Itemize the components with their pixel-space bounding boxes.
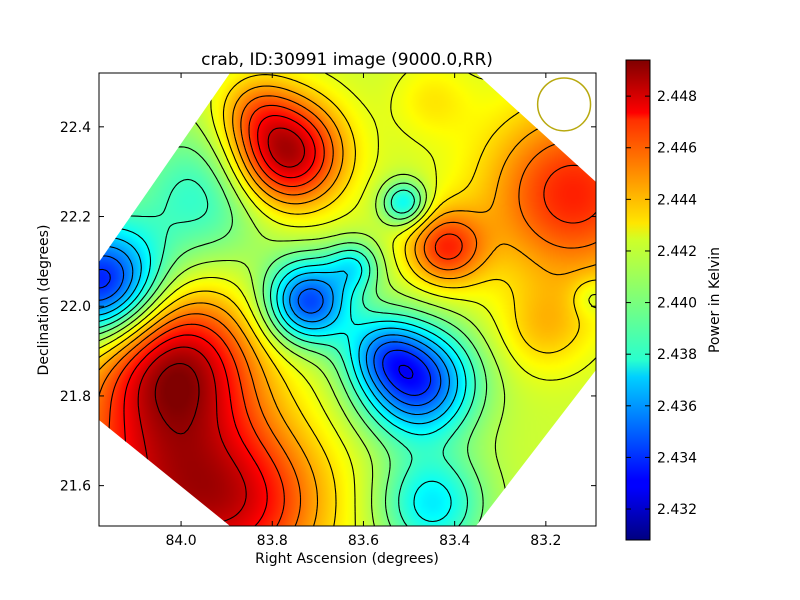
y-tick-label: 21.6 xyxy=(60,479,91,495)
contour-level-1 xyxy=(398,364,414,380)
colorbar-gradient xyxy=(625,59,651,541)
y-tick-label: 22.2 xyxy=(60,210,91,226)
colorbar-tick-label: 2.446 xyxy=(657,141,697,157)
contour-level-12 xyxy=(99,85,596,526)
colorbar-tick-label: 2.444 xyxy=(657,192,697,208)
y-tick-label: 22.0 xyxy=(60,299,91,315)
colorbar-ticks: 2.432 2.434 2.436 2.438 2.440 2.442 2.444 2.446… xyxy=(626,89,697,518)
plot-frame xyxy=(98,72,597,527)
contour-level-17 xyxy=(154,362,200,435)
colorbar-label: Power in Kelvin xyxy=(707,247,723,353)
y-tick-label: 21.8 xyxy=(60,389,91,405)
colorbar-tick-label: 2.438 xyxy=(657,347,697,363)
plot-area xyxy=(98,72,597,527)
colorbar: 2.432 2.434 2.436 2.438 2.440 2.442 2.444 2.446… xyxy=(625,59,723,541)
x-tick-label: 83.2 xyxy=(530,533,561,549)
y-axis-label: Declination (degrees) xyxy=(36,225,52,376)
x-axis-label: Right Ascension (degrees) xyxy=(255,551,439,567)
contour-level-2 xyxy=(99,268,432,396)
colorbar-tick-label: 2.440 xyxy=(657,296,697,312)
x-tick-label: 83.4 xyxy=(439,533,470,549)
y-tick-label: 22.4 xyxy=(60,120,91,136)
contour-level-16 xyxy=(137,127,306,524)
x-axis: 84.0 83.8 83.6 83.4 83.2 xyxy=(165,73,561,549)
x-tick-label: 83.6 xyxy=(348,533,379,549)
chart-title: crab, ID:30991 image (9000.0,RR) xyxy=(201,50,493,70)
x-tick-label: 84.0 xyxy=(165,533,196,549)
contour-level-13 xyxy=(99,95,596,526)
colorbar-tick-label: 2.434 xyxy=(657,450,697,466)
beam-marker xyxy=(536,77,592,132)
colorbar-tick-label: 2.442 xyxy=(657,244,697,260)
x-tick-label: 83.8 xyxy=(257,533,288,549)
colorbar-tick-label: 2.448 xyxy=(657,89,697,105)
heatmap-image xyxy=(99,73,596,526)
colorbar-tick-label: 2.432 xyxy=(657,502,697,518)
contour-level-7 xyxy=(99,178,476,526)
contour-lines xyxy=(99,73,596,526)
colorbar-tick-label: 2.436 xyxy=(657,399,697,415)
y-axis: 21.6 21.8 22.0 22.2 22.4 xyxy=(60,120,596,495)
